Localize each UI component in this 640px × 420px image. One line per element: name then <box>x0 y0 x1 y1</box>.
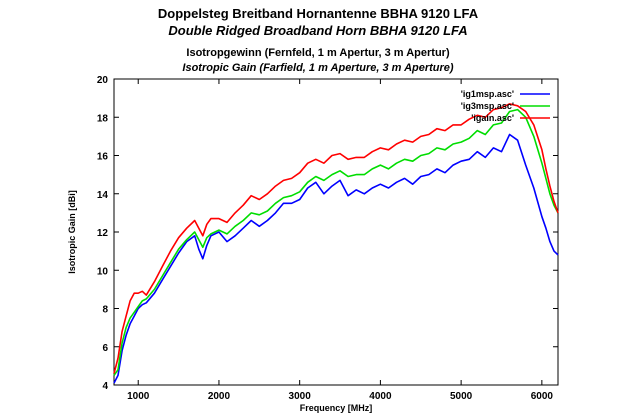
legend: 'ig1msp.asc' 'ig3msp.asc' 'igain.asc' <box>461 89 550 123</box>
x-axis-label: Frequency [MHz] <box>300 403 373 413</box>
chart-subtitle: Double Ridged Broadband Horn BBHA 9120 L… <box>168 23 467 38</box>
y-tick-label: 4 <box>102 381 108 392</box>
y-tick-label: 6 <box>102 343 108 354</box>
legend-label: 'igain.asc' <box>471 113 514 123</box>
chart-title: Doppelsteg Breitband Hornantenne BBHA 91… <box>158 6 479 21</box>
plot-frame <box>113 78 559 386</box>
series-layer <box>113 103 559 384</box>
y-tick-label: 20 <box>97 75 109 86</box>
x-tick-label: 4000 <box>369 391 392 402</box>
y-tick-label: 16 <box>97 152 109 163</box>
y-tick-label: 10 <box>97 266 109 277</box>
legend-label: 'ig1msp.asc' <box>461 89 514 99</box>
series-line-ig1mspasc <box>113 133 559 384</box>
x-tick-label: 2000 <box>208 391 231 402</box>
chart-title-2: Isotropgewinn (Fernfeld, 1 m Apertur, 3 … <box>186 47 450 59</box>
x-tick-label: 6000 <box>531 391 554 402</box>
y-tick-label: 12 <box>97 228 109 239</box>
y-tick-label: 8 <box>102 305 108 316</box>
y-axis-label: Isotropic Gain [dBi] <box>67 190 77 274</box>
y-tick-label: 14 <box>97 190 109 201</box>
x-tick-label: 3000 <box>289 391 312 402</box>
legend-label: 'ig3msp.asc' <box>461 101 514 111</box>
series-line-igainasc <box>113 103 559 374</box>
series-line-ig3mspasc <box>113 108 559 376</box>
x-tick-label: 5000 <box>450 391 473 402</box>
x-tick-label: 1000 <box>127 391 150 402</box>
ticks-layer: 1000 2000 3000 4000 5000 6000 4 6 8 10 12 14 16 18 20 <box>97 75 558 402</box>
chart-subtitle-2: Isotropic Gain (Farfield, 1 m Aperture, … <box>182 62 454 74</box>
y-tick-label: 18 <box>97 113 109 124</box>
